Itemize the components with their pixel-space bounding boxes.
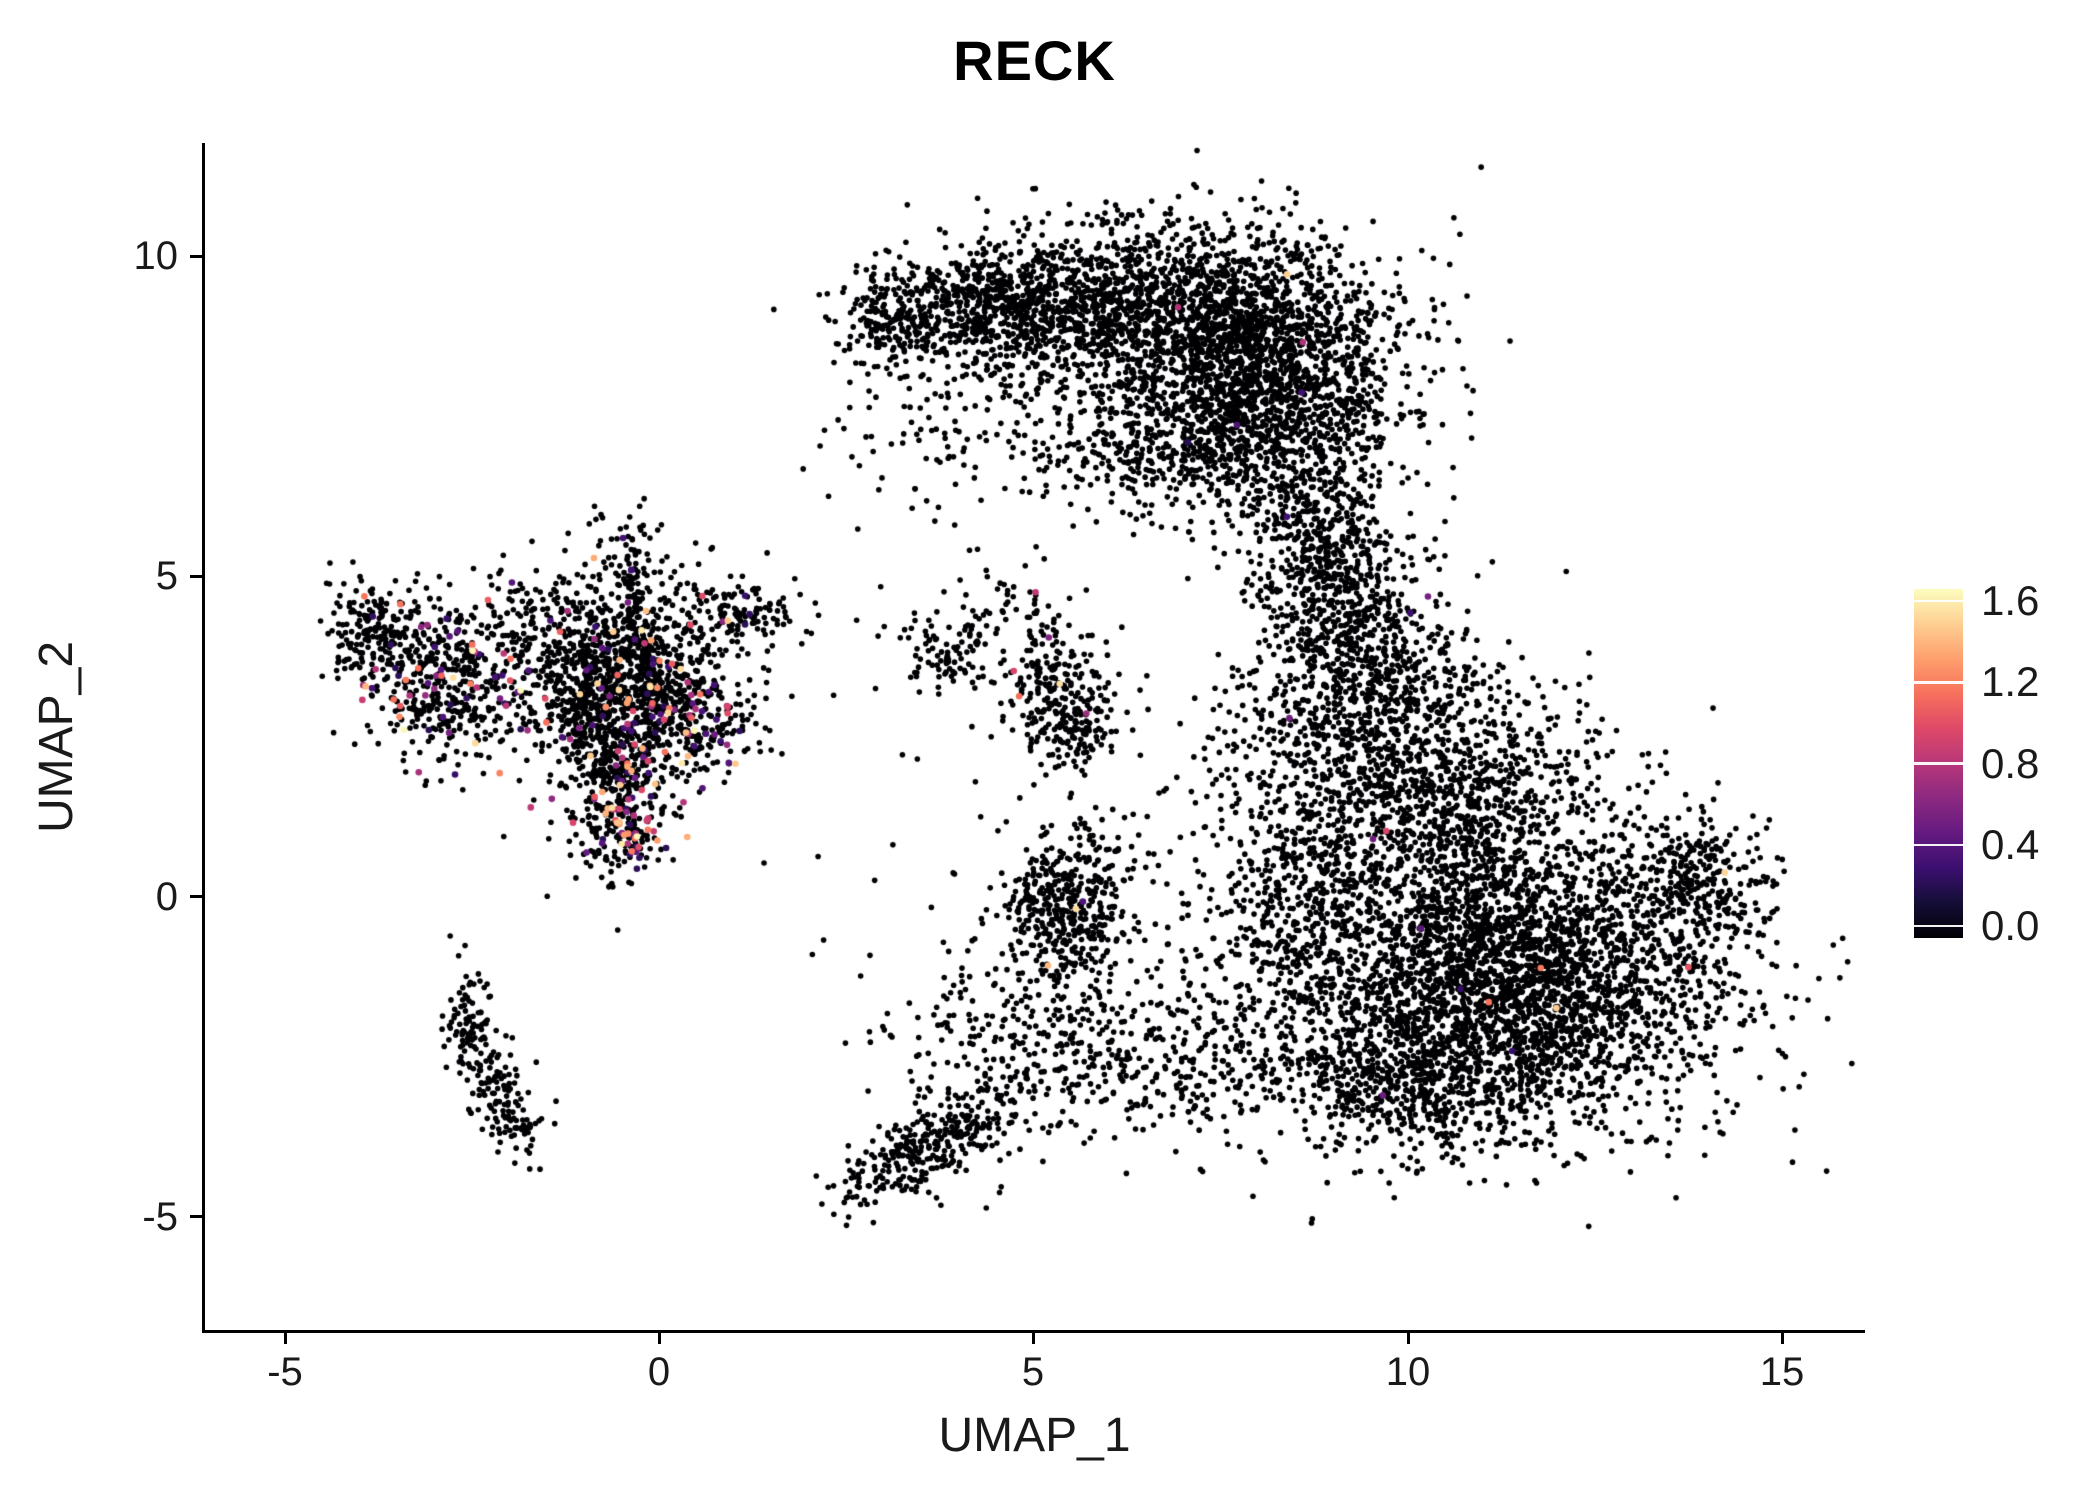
x-tick-label: 5 bbox=[1021, 1350, 1045, 1394]
x-tick-0: 0 bbox=[599, 1330, 719, 1395]
x-tick--5: -5 bbox=[225, 1330, 345, 1395]
y-axis-line bbox=[202, 143, 205, 1333]
y-tick-label--5: -5 bbox=[142, 1195, 178, 1239]
colorbar-tick-0.4 bbox=[1914, 843, 1963, 846]
y-tick-mark-5 bbox=[190, 574, 204, 578]
x-tick-label: 15 bbox=[1759, 1350, 1805, 1394]
colorbar-tick-0.0 bbox=[1914, 924, 1963, 928]
y-tick-mark--5 bbox=[190, 1215, 204, 1218]
x-tick-mark bbox=[657, 1330, 661, 1344]
colorbar-tick-1.2 bbox=[1914, 681, 1963, 684]
colorbar-label-0.4: 0.4 bbox=[1981, 821, 2040, 868]
y-tick-mark-0 bbox=[190, 895, 204, 898]
colorbar-gradient bbox=[1914, 589, 1963, 938]
x-tick-mark bbox=[1031, 1330, 1035, 1344]
colorbar-tick-1.6 bbox=[1914, 599, 1963, 603]
colorbar-tick-0.8 bbox=[1914, 762, 1963, 765]
y-axis-title: UMAP_2 bbox=[30, 640, 83, 834]
colorbar-label-0.8: 0.8 bbox=[1981, 740, 2040, 787]
x-tick-15: 15 bbox=[1722, 1330, 1842, 1395]
y-tick-label-10: 10 bbox=[133, 234, 179, 278]
y-tick-label-0: 0 bbox=[155, 875, 178, 919]
colorbar-label-1.2: 1.2 bbox=[1981, 658, 2040, 705]
x-tick-mark bbox=[1780, 1330, 1784, 1344]
x-tick-label: 0 bbox=[647, 1350, 671, 1394]
y-tick-label-5: 5 bbox=[155, 554, 178, 598]
x-tick-label: -5 bbox=[267, 1350, 303, 1394]
x-tick-mark bbox=[1406, 1330, 1410, 1344]
y-tick-mark-10 bbox=[190, 254, 204, 258]
x-tick-5: 5 bbox=[973, 1330, 1093, 1395]
colorbar-label-0.0: 0.0 bbox=[1981, 902, 2040, 949]
colorbar-label-1.6: 1.6 bbox=[1981, 577, 2040, 624]
x-axis-title: UMAP_1 bbox=[938, 1409, 1131, 1462]
plot-title: RECK bbox=[953, 29, 1116, 92]
x-tick-mark bbox=[283, 1330, 287, 1344]
x-tick-10: 10 bbox=[1348, 1330, 1468, 1395]
x-tick-label: 10 bbox=[1385, 1350, 1431, 1394]
